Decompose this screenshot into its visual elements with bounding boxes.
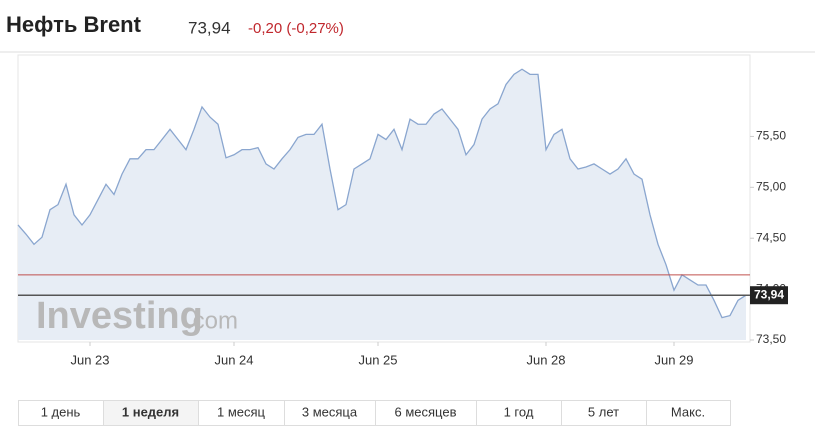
range-button[interactable]: [646, 400, 731, 426]
price: 73,94: [188, 18, 231, 37]
range-button[interactable]: [284, 400, 376, 426]
range-button[interactable]: [476, 400, 562, 426]
watermark: .com: [186, 307, 238, 334]
x-tick-label: Jun 28: [526, 352, 565, 367]
last-price-box: [750, 286, 788, 305]
x-tick-label: Jun 29: [654, 352, 693, 367]
chart-title: Нефть Brent: [6, 12, 142, 37]
range-button-label[interactable]: 1 день: [41, 404, 81, 419]
watermark: Investing: [36, 295, 203, 337]
range-button-label[interactable]: 5 лет: [588, 404, 619, 419]
x-tick-label: Jun 23: [70, 352, 109, 367]
x-tick-label: Jun 24: [214, 352, 253, 367]
range-button-label[interactable]: 1 неделя: [122, 404, 179, 419]
range-button-label[interactable]: 6 месяцев: [395, 404, 457, 419]
range-button-label[interactable]: 3 месяца: [302, 404, 358, 419]
price-line: [17, 68, 747, 319]
y-tick-label: 73,50: [756, 332, 786, 346]
x-tick-label: Jun 25: [358, 352, 397, 367]
y-tick-label: 74,50: [756, 230, 786, 244]
last-price-label: 73,94: [754, 287, 784, 301]
y-tick-label: 75,00: [756, 179, 786, 193]
range-button-label[interactable]: 1 год: [504, 404, 534, 419]
y-tick-label: 75,50: [756, 129, 786, 143]
range-button[interactable]: [561, 400, 647, 426]
range-button[interactable]: [18, 400, 104, 426]
change: -0,20 (-0,27%): [248, 20, 344, 37]
range-button[interactable]: [375, 400, 477, 426]
range-button-label[interactable]: 1 месяц: [217, 404, 266, 419]
range-button-label[interactable]: Макс.: [671, 404, 705, 419]
range-button[interactable]: [103, 400, 199, 426]
range-button[interactable]: [198, 400, 285, 426]
